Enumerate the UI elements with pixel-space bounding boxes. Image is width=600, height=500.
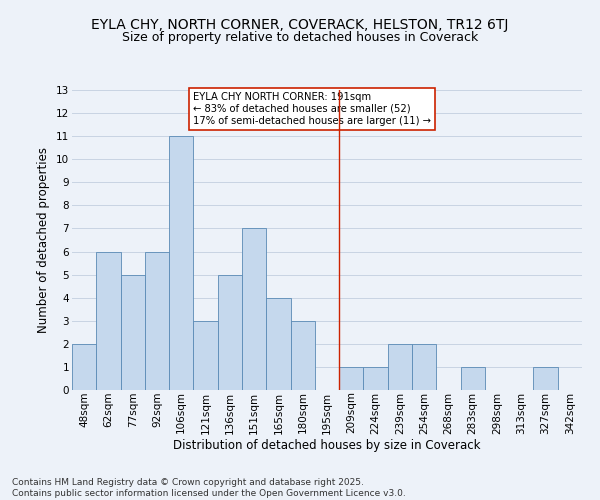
- Bar: [193, 321, 218, 390]
- Y-axis label: Number of detached properties: Number of detached properties: [37, 147, 50, 333]
- Bar: [242, 228, 266, 390]
- Bar: [364, 367, 388, 390]
- Text: Contains HM Land Registry data © Crown copyright and database right 2025.
Contai: Contains HM Land Registry data © Crown c…: [12, 478, 406, 498]
- Bar: [145, 252, 169, 390]
- Bar: [461, 367, 485, 390]
- Bar: [72, 344, 96, 390]
- Bar: [533, 367, 558, 390]
- Text: EYLA CHY, NORTH CORNER, COVERACK, HELSTON, TR12 6TJ: EYLA CHY, NORTH CORNER, COVERACK, HELSTO…: [91, 18, 509, 32]
- Bar: [266, 298, 290, 390]
- Bar: [412, 344, 436, 390]
- Bar: [339, 367, 364, 390]
- Bar: [218, 274, 242, 390]
- Text: EYLA CHY NORTH CORNER: 191sqm
← 83% of detached houses are smaller (52)
17% of s: EYLA CHY NORTH CORNER: 191sqm ← 83% of d…: [193, 92, 431, 126]
- Bar: [121, 274, 145, 390]
- Text: Size of property relative to detached houses in Coverack: Size of property relative to detached ho…: [122, 31, 478, 44]
- Bar: [388, 344, 412, 390]
- Bar: [169, 136, 193, 390]
- Bar: [290, 321, 315, 390]
- Bar: [96, 252, 121, 390]
- X-axis label: Distribution of detached houses by size in Coverack: Distribution of detached houses by size …: [173, 439, 481, 452]
